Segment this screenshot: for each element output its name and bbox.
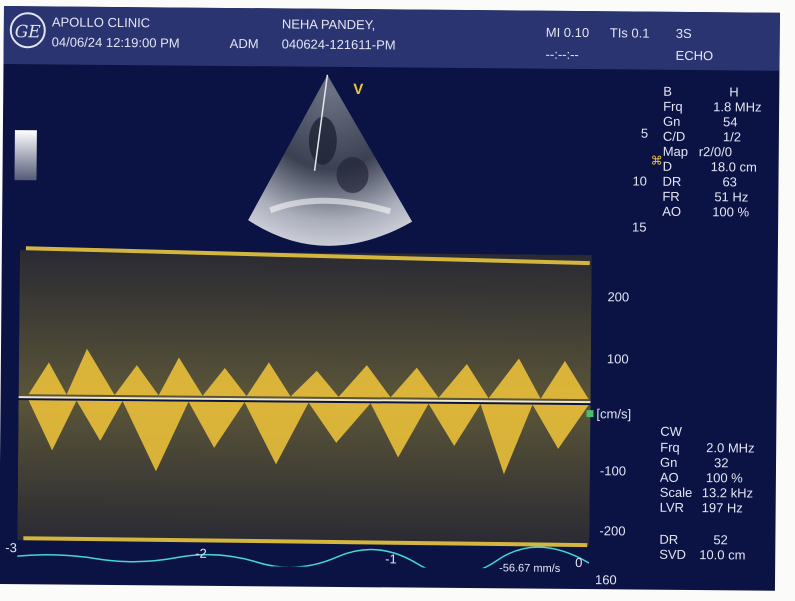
param-value: 10.0 cm xyxy=(699,547,746,563)
param-label: D xyxy=(662,158,673,174)
param-label: B xyxy=(663,83,673,99)
sector-marker: V xyxy=(353,81,364,99)
ge-logo: GE xyxy=(9,12,46,49)
param-label: AO xyxy=(659,469,679,485)
param-label: Frq xyxy=(663,98,683,114)
ultrasound-screen: GE APOLLO CLINIC 04/06/24 12:19:00 PM AD… xyxy=(0,6,780,591)
param-label: DR xyxy=(662,173,682,189)
focus-marker-icon: ⌘ xyxy=(650,153,663,168)
velocity-tick: 200 xyxy=(607,289,630,305)
grayscale-bar xyxy=(14,130,37,181)
b-mode-sector-image xyxy=(248,74,413,246)
param-label: LVR xyxy=(659,499,685,515)
velocity-tick: -100 xyxy=(599,463,627,479)
depth-tick: 15 xyxy=(632,219,647,235)
param-label: AO xyxy=(662,203,682,219)
depth-tick: 5 xyxy=(640,125,649,141)
param-value: 13.2 kHz xyxy=(701,485,754,501)
patient-name: NEHA PANDEY, xyxy=(281,16,376,33)
param-value: 1.8 MHz xyxy=(713,99,762,115)
param-label: FR xyxy=(662,188,680,204)
param-value: 51 Hz xyxy=(714,189,749,205)
cw-doppler-spectrum xyxy=(17,246,592,570)
param-value: 100 % xyxy=(705,470,743,486)
param-label: Scale xyxy=(659,484,693,501)
heart-rate-label: HR xyxy=(595,586,617,591)
param-value: 52 xyxy=(713,532,728,548)
patient-id: 040624-121611-PM xyxy=(281,36,396,53)
velocity-tick: 100 xyxy=(606,351,629,367)
param-value: 32 xyxy=(713,455,729,471)
param-label: CW xyxy=(660,423,683,439)
velocity-unit: [cm/s] xyxy=(596,406,632,422)
operator-label: ADM xyxy=(229,35,259,52)
velocity-tick: -200 xyxy=(599,523,626,539)
depth-tick: 10 xyxy=(632,173,648,189)
param-value: r2/0/0 xyxy=(698,144,733,160)
param-label: Map xyxy=(662,143,689,159)
param-label: C/D xyxy=(662,128,686,144)
param-value: 100 % xyxy=(712,204,750,220)
param-value: 18.0 cm xyxy=(710,159,757,175)
param-value: 2.0 MHz xyxy=(706,440,755,456)
header-bar: GE APOLLO CLINIC 04/06/24 12:19:00 PM AD… xyxy=(3,6,780,71)
param-value: H xyxy=(729,84,739,100)
clinic-name: APOLLO CLINIC xyxy=(51,14,151,31)
param-value: 54 xyxy=(722,114,738,130)
baseline-marker-icon xyxy=(586,410,594,418)
exam-timer: --:--:-- xyxy=(545,46,579,63)
tis-index: TIs 0.1 xyxy=(609,25,650,41)
time-tick: -2 xyxy=(195,545,207,561)
exam-mode: ECHO xyxy=(675,47,714,64)
time-tick: -1 xyxy=(385,551,397,567)
param-label: SVD xyxy=(659,546,687,562)
velocity-measurement: -56.67 mm/s xyxy=(499,562,561,575)
param-value: 197 Hz xyxy=(701,500,743,516)
param-label: DR xyxy=(659,531,679,547)
mi-index: MI 0.10 xyxy=(545,24,590,41)
param-label: Frq xyxy=(660,439,680,455)
param-label: Gn xyxy=(662,113,681,129)
heart-rate: 160 HR xyxy=(595,572,617,591)
time-tick: -3 xyxy=(5,540,17,556)
param-label: Gn xyxy=(659,454,678,470)
exam-datetime: 04/06/24 12:19:00 PM xyxy=(51,34,180,51)
param-value: 1/2 xyxy=(722,129,742,145)
probe-label: 3S xyxy=(675,25,692,42)
param-value: 63 xyxy=(722,174,738,190)
time-tick: 0 xyxy=(575,555,583,571)
